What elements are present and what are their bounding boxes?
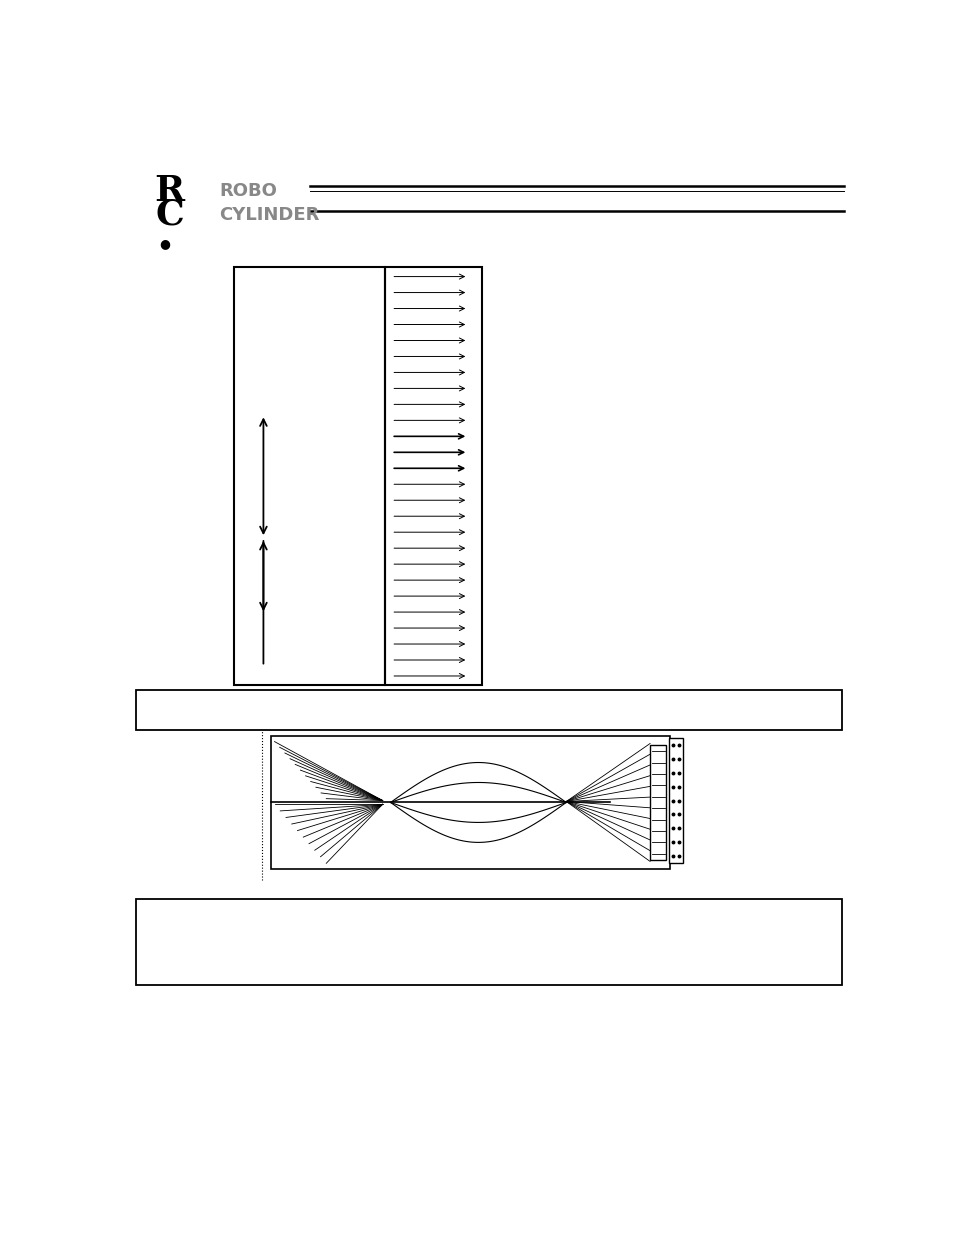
Text: C: C bbox=[155, 198, 184, 232]
Text: ●: ● bbox=[159, 237, 171, 249]
Bar bbox=[135, 899, 841, 986]
Bar bbox=[271, 736, 669, 869]
Bar bbox=[669, 737, 682, 863]
Text: CYLINDER: CYLINDER bbox=[219, 206, 319, 224]
Text: ROBO: ROBO bbox=[219, 182, 276, 200]
Bar bbox=[385, 267, 481, 685]
Bar bbox=[233, 267, 385, 685]
Text: R: R bbox=[154, 174, 184, 207]
Bar bbox=[649, 746, 665, 860]
Bar bbox=[135, 690, 841, 730]
